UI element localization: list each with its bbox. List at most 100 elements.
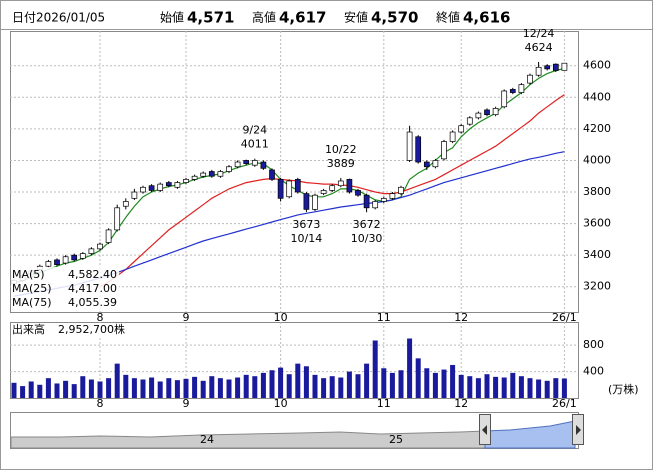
candle-body <box>415 136 422 163</box>
header-value: 4,617 <box>279 9 326 27</box>
legend-name: MA(75) <box>12 296 52 309</box>
y-tick-label: 400 <box>583 365 604 378</box>
candle-body <box>303 193 310 210</box>
annotation-value: 3673 <box>292 218 320 231</box>
candle-body <box>380 197 387 202</box>
volume-bar <box>493 376 499 398</box>
volume-bar <box>527 378 533 398</box>
volume-bar <box>71 384 77 398</box>
candle-body <box>122 201 129 207</box>
legend-value: 4,417.00 <box>68 282 117 295</box>
candle-body <box>320 190 327 194</box>
volume-bar <box>252 376 258 398</box>
annotation-date: 9/24 <box>242 124 267 137</box>
candle-body <box>165 182 172 187</box>
legend-value: 4,055.39 <box>68 296 117 309</box>
candle-body <box>441 141 447 160</box>
candle-body <box>329 185 336 191</box>
volume-bar <box>295 363 301 398</box>
volume-bar <box>11 382 17 398</box>
y-tick-label: 3600 <box>583 217 611 230</box>
volume-bar <box>381 368 387 398</box>
x-tick-label: 10 <box>274 311 288 324</box>
x-tick-label: 26/1 <box>552 311 577 324</box>
candle-body <box>191 175 198 180</box>
candle-body <box>312 194 318 210</box>
handle-arrow <box>576 425 581 435</box>
candle-body <box>200 172 207 177</box>
candle-body <box>527 74 533 84</box>
candle-body <box>54 259 60 265</box>
candle-body <box>97 243 103 250</box>
volume-unit: (万株) <box>608 382 639 396</box>
volume-bar <box>192 376 198 398</box>
volume-bar <box>458 374 464 398</box>
candle-body <box>432 160 439 168</box>
x-tick-label: 10 <box>274 397 288 410</box>
volume-bar <box>54 383 60 398</box>
candle-body <box>509 89 516 93</box>
volume-bar <box>355 374 361 398</box>
header-value: 4,616 <box>463 9 510 27</box>
header-label: 高値 <box>252 10 276 25</box>
candle-body <box>174 182 181 188</box>
candle-body <box>208 171 215 177</box>
annotation-value: 3672 <box>353 218 381 231</box>
candle-body <box>544 65 551 70</box>
candle-body <box>561 62 568 71</box>
volume-total: 2,952,700株 <box>58 322 125 336</box>
volume-panel <box>10 322 579 399</box>
candle-body <box>157 183 164 191</box>
volume-bar <box>209 376 215 398</box>
candle-body <box>45 261 52 267</box>
candle-body <box>389 193 396 199</box>
volume-bar <box>278 367 284 398</box>
candle-body <box>484 109 490 116</box>
x-tick-label: 11 <box>377 397 391 410</box>
candle-body <box>406 131 413 161</box>
volume-bar <box>243 374 249 398</box>
candle-body <box>372 201 379 209</box>
volume-bar <box>424 368 430 398</box>
volume-bar <box>97 381 103 398</box>
volume-bar <box>20 386 26 398</box>
volume-bar <box>407 338 413 398</box>
candle-body <box>552 63 559 71</box>
candle-body <box>501 90 508 108</box>
candle-body <box>337 180 344 187</box>
navigator: 24 25 <box>10 412 584 449</box>
candle-body <box>234 161 241 168</box>
x-tick-label: 9 <box>183 311 190 324</box>
candle-body <box>71 254 78 261</box>
volume-bar <box>149 377 155 398</box>
volume-bar <box>303 366 309 398</box>
candle-body <box>423 161 430 168</box>
candle-body <box>355 190 361 196</box>
navigator-label: 25 <box>389 433 403 446</box>
x-tick-label: 26/1 <box>552 397 577 410</box>
x-tick-label: 12 <box>454 397 468 410</box>
header-label: 始値 <box>160 10 184 25</box>
candle-body <box>131 191 138 199</box>
y-tick-label: 4400 <box>583 90 611 103</box>
ma-line <box>99 94 565 288</box>
candle-body <box>363 194 370 209</box>
y-tick-label: 800 <box>583 338 604 351</box>
volume-bar <box>510 372 516 398</box>
volume-bar <box>553 378 559 398</box>
volume-bar <box>338 377 344 398</box>
candle-body <box>458 125 465 133</box>
legend-name: MA(25) <box>12 282 52 295</box>
volume-bar <box>200 380 206 398</box>
x-tick-label: 12 <box>454 311 468 324</box>
volume-bar <box>467 376 473 398</box>
candle-body <box>269 169 275 180</box>
volume-bar <box>536 379 542 398</box>
volume-bar <box>484 374 490 398</box>
candle-body <box>492 108 499 116</box>
volume-bar <box>260 372 266 398</box>
volume-bar <box>63 380 69 398</box>
volume-bar <box>398 370 404 398</box>
annotation-value: 4011 <box>241 138 269 151</box>
candle-body <box>217 171 224 177</box>
